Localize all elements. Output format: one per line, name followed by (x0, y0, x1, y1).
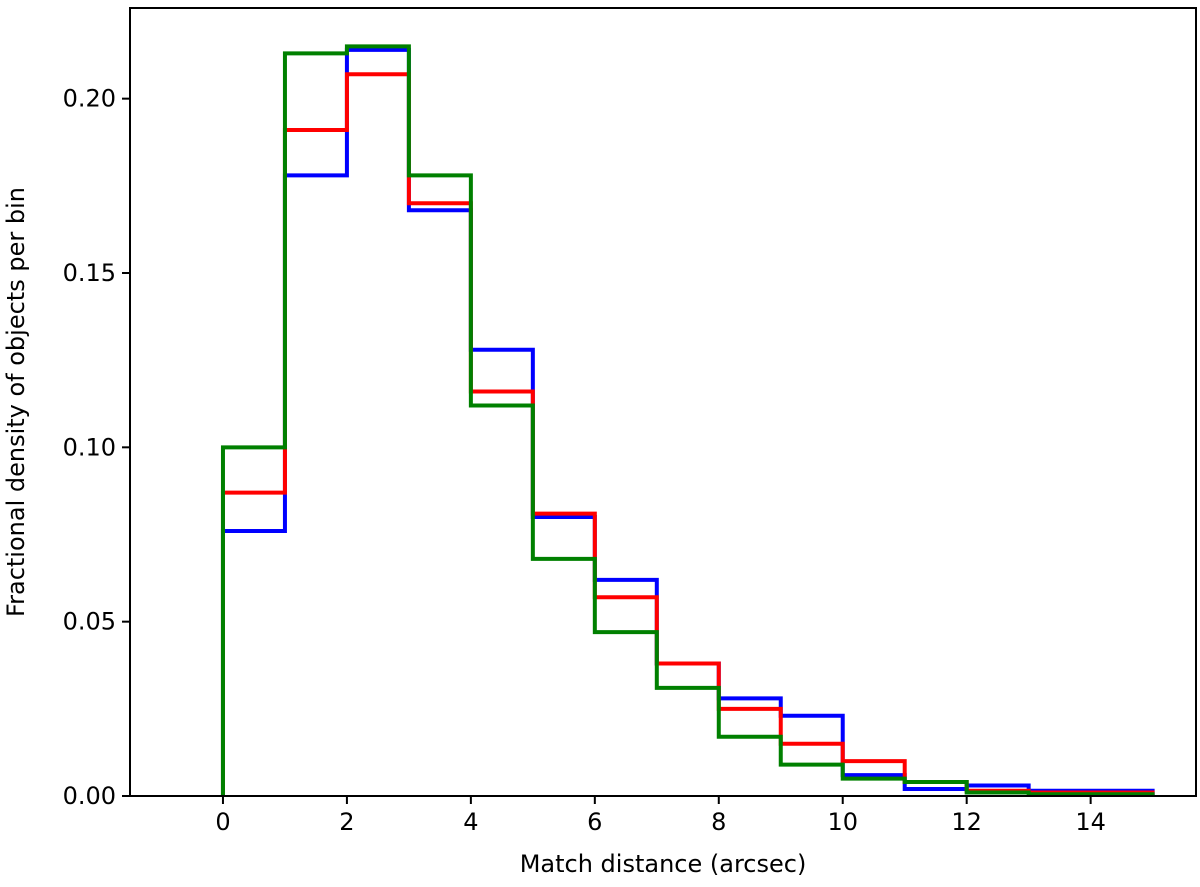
y-tick-label: 0.20 (63, 85, 116, 113)
series-layer (220, 44, 1155, 797)
series-3-step-line (220, 44, 1155, 797)
x-axis-label: Match distance (arcsec) (520, 850, 807, 878)
x-tick-label: 8 (711, 808, 726, 836)
y-tick-label: 0.10 (63, 433, 116, 461)
x-tick-label: 14 (1075, 808, 1106, 836)
series-1-step-line (220, 47, 1155, 796)
x-tick-label: 2 (339, 808, 354, 836)
plot-frame (129, 7, 1197, 797)
x-axis: 0 2 4 6 8 10 12 14 (215, 796, 1106, 836)
y-tick-label: 0.15 (63, 259, 116, 287)
x-tick-label: 0 (215, 808, 230, 836)
y-tick-label: 0.00 (63, 782, 116, 810)
y-axis-label: Fractional density of objects per bin (2, 187, 30, 617)
x-tick-label: 6 (587, 808, 602, 836)
x-tick-label: 10 (827, 808, 858, 836)
y-axis: 0.00 0.05 0.10 0.15 0.20 (63, 85, 130, 810)
x-tick-label: 12 (951, 808, 982, 836)
y-tick-label: 0.05 (63, 608, 116, 636)
x-tick-label: 4 (463, 808, 478, 836)
